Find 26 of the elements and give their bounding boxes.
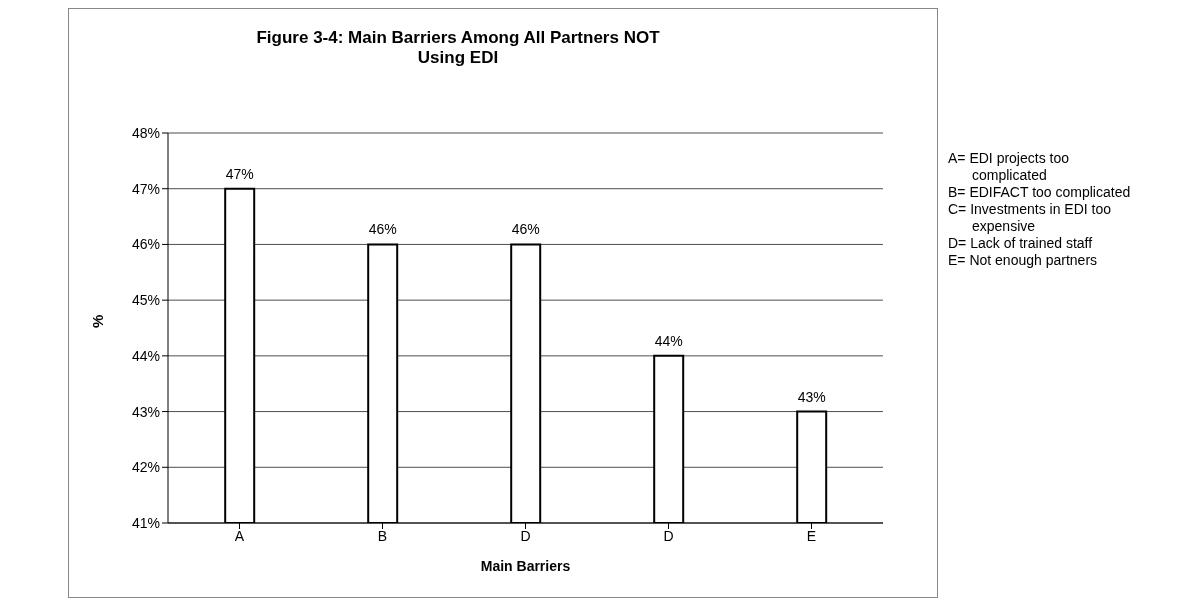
x-tick-label: E (806, 527, 817, 544)
y-tick-label: 46% (131, 236, 160, 253)
x-axis-title: Main Barriers (480, 558, 571, 574)
y-tick-label: 41% (131, 514, 160, 531)
x-tick-label: A (234, 527, 245, 544)
data-label: 43% (797, 388, 826, 405)
y-tick-label: 44% (131, 347, 160, 364)
x-tick-label: D (663, 527, 674, 544)
data-label: 47% (225, 165, 254, 182)
x-tick-label: B (377, 527, 388, 544)
y-tick-label: 45% (131, 292, 160, 309)
text: C= Investments in EDI too expensive (948, 201, 1113, 235)
y-tick-label: 48% (131, 124, 160, 141)
data-label: 46% (511, 221, 540, 238)
chart-title: Figure 3-4: Main Barriers Among All Partners NOT Using EDI (255, 28, 661, 68)
data-label: 44% (654, 332, 683, 349)
text: D= Lack of trained staff (948, 235, 1094, 252)
text: A= EDI projects too complicated (948, 150, 1070, 184)
x-tick-label: D (520, 527, 531, 544)
text: B= EDIFACT too complicated (948, 184, 1132, 201)
text: E= Not enough partners (948, 252, 1099, 269)
y-tick-label: 42% (131, 459, 160, 476)
y-tick-label: 43% (131, 403, 160, 420)
data-label: 46% (368, 221, 397, 238)
y-axis-title: % (89, 314, 107, 328)
y-tick-label: 47% (131, 180, 160, 197)
